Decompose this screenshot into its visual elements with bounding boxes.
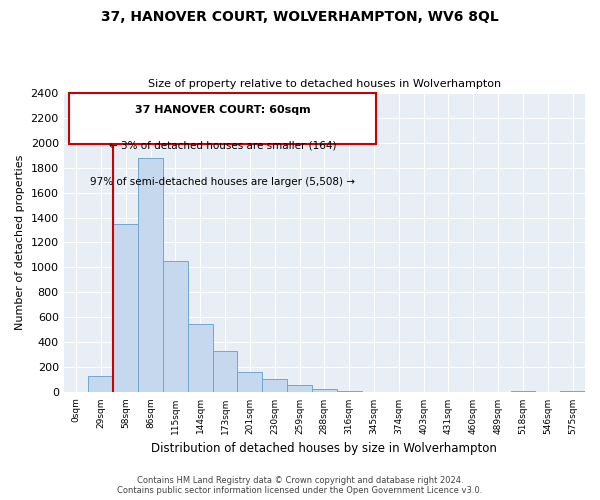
Text: 97% of semi-detached houses are larger (5,508) →: 97% of semi-detached houses are larger (… (90, 176, 355, 186)
Bar (238, 372, 262, 392)
Text: Contains HM Land Registry data © Crown copyright and database right 2024.
Contai: Contains HM Land Registry data © Crown c… (118, 476, 482, 495)
Bar (262, 380, 287, 392)
Bar (188, 324, 212, 392)
FancyBboxPatch shape (69, 92, 376, 144)
Bar (163, 261, 188, 392)
Y-axis label: Number of detached properties: Number of detached properties (15, 155, 25, 330)
Bar (113, 224, 138, 392)
Bar (560, 391, 585, 392)
Bar (212, 350, 238, 393)
Title: Size of property relative to detached houses in Wolverhampton: Size of property relative to detached ho… (148, 79, 501, 89)
Text: ← 3% of detached houses are smaller (164): ← 3% of detached houses are smaller (164… (109, 140, 337, 150)
Bar (88, 376, 113, 392)
Bar (138, 158, 163, 392)
Text: 37, HANOVER COURT, WOLVERHAMPTON, WV6 8QL: 37, HANOVER COURT, WOLVERHAMPTON, WV6 8Q… (101, 10, 499, 24)
Text: 37 HANOVER COURT: 60sqm: 37 HANOVER COURT: 60sqm (135, 104, 310, 115)
Bar (312, 388, 337, 392)
X-axis label: Distribution of detached houses by size in Wolverhampton: Distribution of detached houses by size … (151, 442, 497, 455)
Bar (511, 390, 535, 392)
Bar (337, 391, 362, 392)
Bar (287, 385, 312, 392)
